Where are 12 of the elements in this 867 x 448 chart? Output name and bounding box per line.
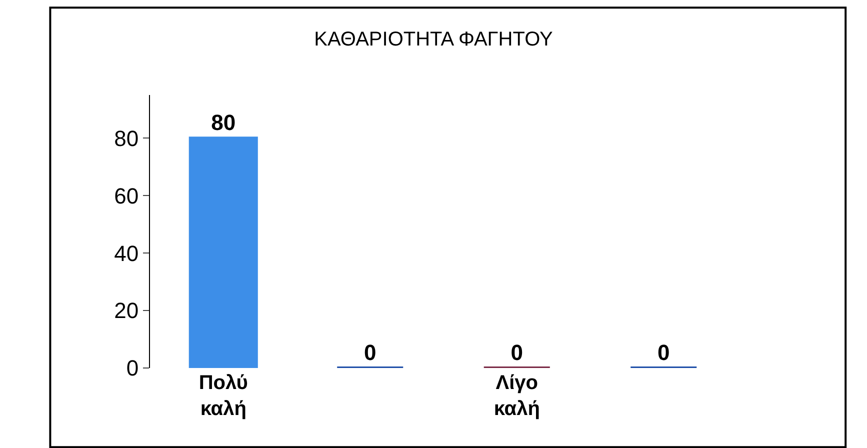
y-tick-label: 80 — [114, 126, 139, 151]
y-tick-label: 40 — [114, 240, 139, 266]
y-tick-label: 0 — [126, 356, 139, 381]
data-label: 0 — [510, 340, 523, 365]
chart-title: ΚΑΘΑΡΙΟΤΗΤΑ ΦΑΓΗΤΟΥ — [314, 28, 553, 50]
y-tick-label: 60 — [114, 183, 139, 208]
data-label: 0 — [658, 340, 670, 365]
data-label: 0 — [364, 340, 376, 365]
data-label: 80 — [211, 110, 236, 136]
y-tick-label: 20 — [114, 298, 139, 324]
x-tick-label: Πολύ καλή — [198, 372, 248, 420]
x-tick-label: Λίγο καλή — [494, 372, 540, 420]
